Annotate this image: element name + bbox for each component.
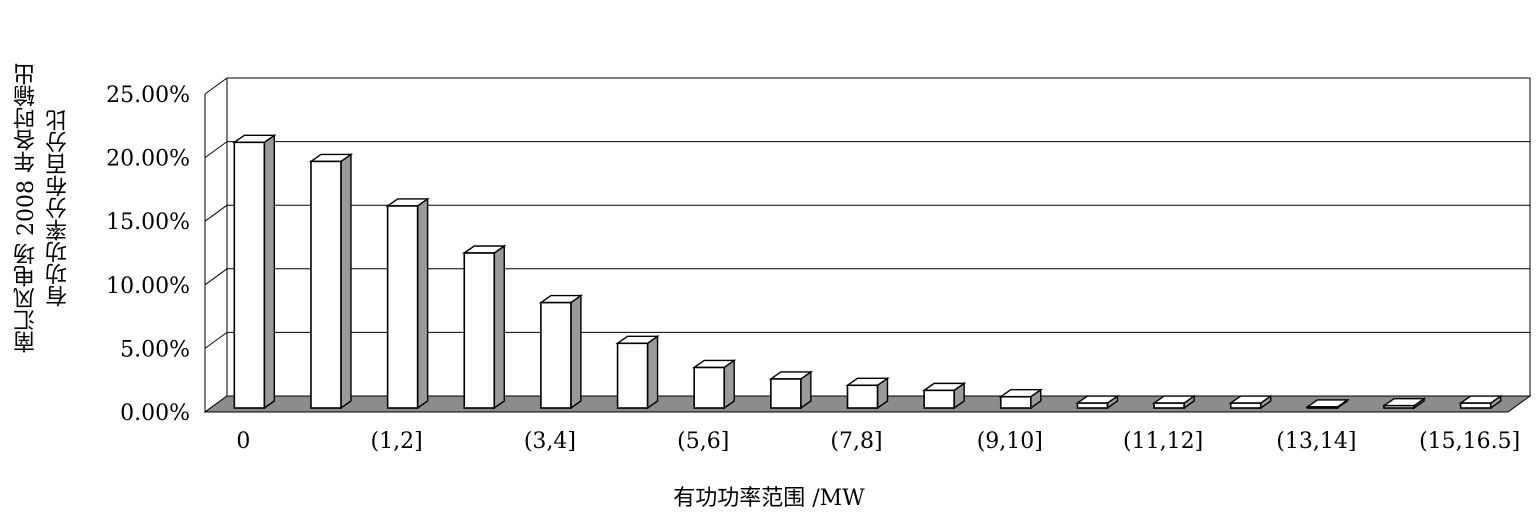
- x-tick-label: (15,16.5]: [1419, 429, 1520, 454]
- y-tick-mark: [204, 141, 228, 159]
- y-tick-label: 10.00%: [106, 274, 190, 299]
- bar: [1383, 404, 1415, 409]
- bar-side: [416, 197, 429, 410]
- bar: [846, 384, 879, 409]
- bar: [1153, 402, 1185, 409]
- bar: [463, 252, 496, 409]
- bar: [616, 342, 649, 409]
- y-tick-label: 15.00%: [106, 210, 190, 235]
- x-tick-label: (13,14]: [1276, 429, 1356, 454]
- x-tick-label: (7,8]: [830, 429, 882, 454]
- bar: [770, 378, 802, 409]
- y-tick-label: 5.00%: [120, 337, 190, 362]
- bar: [1229, 402, 1262, 409]
- x-tick-label: (11,12]: [1123, 429, 1203, 454]
- bar: [923, 389, 955, 409]
- bar: [233, 141, 266, 409]
- bar-side: [493, 244, 505, 410]
- bar: [1306, 406, 1339, 409]
- bar-side: [570, 294, 582, 410]
- x-tick-label: (3,4]: [524, 429, 576, 454]
- x-tick-label: 0: [236, 429, 250, 454]
- y-tick-label: 25.00%: [106, 83, 190, 108]
- y-tick-mark: [204, 268, 228, 286]
- bar: [386, 205, 419, 409]
- bar: [693, 366, 726, 409]
- bar-side: [340, 153, 352, 410]
- bar: [1459, 402, 1492, 409]
- x-tick-label: (5,6]: [677, 429, 729, 454]
- y-tick-mark: [204, 331, 228, 349]
- bar: [999, 395, 1032, 409]
- x-tick-label: (9,10]: [977, 429, 1043, 454]
- bar: [1076, 402, 1109, 409]
- y-tick-mark: [204, 77, 228, 95]
- bar-side: [263, 133, 276, 410]
- bar-side: [646, 334, 659, 410]
- y-tick-mark: [204, 204, 228, 222]
- bar: [540, 301, 572, 409]
- y-tick-label: 20.00%: [106, 147, 190, 172]
- bar-side: [723, 359, 735, 410]
- y-tick-label: 0.00%: [120, 401, 190, 426]
- x-axis-label: 有功功率范围 /MW: [673, 486, 865, 511]
- x-tick-label: (1,2]: [371, 429, 423, 454]
- bar: [310, 160, 342, 409]
